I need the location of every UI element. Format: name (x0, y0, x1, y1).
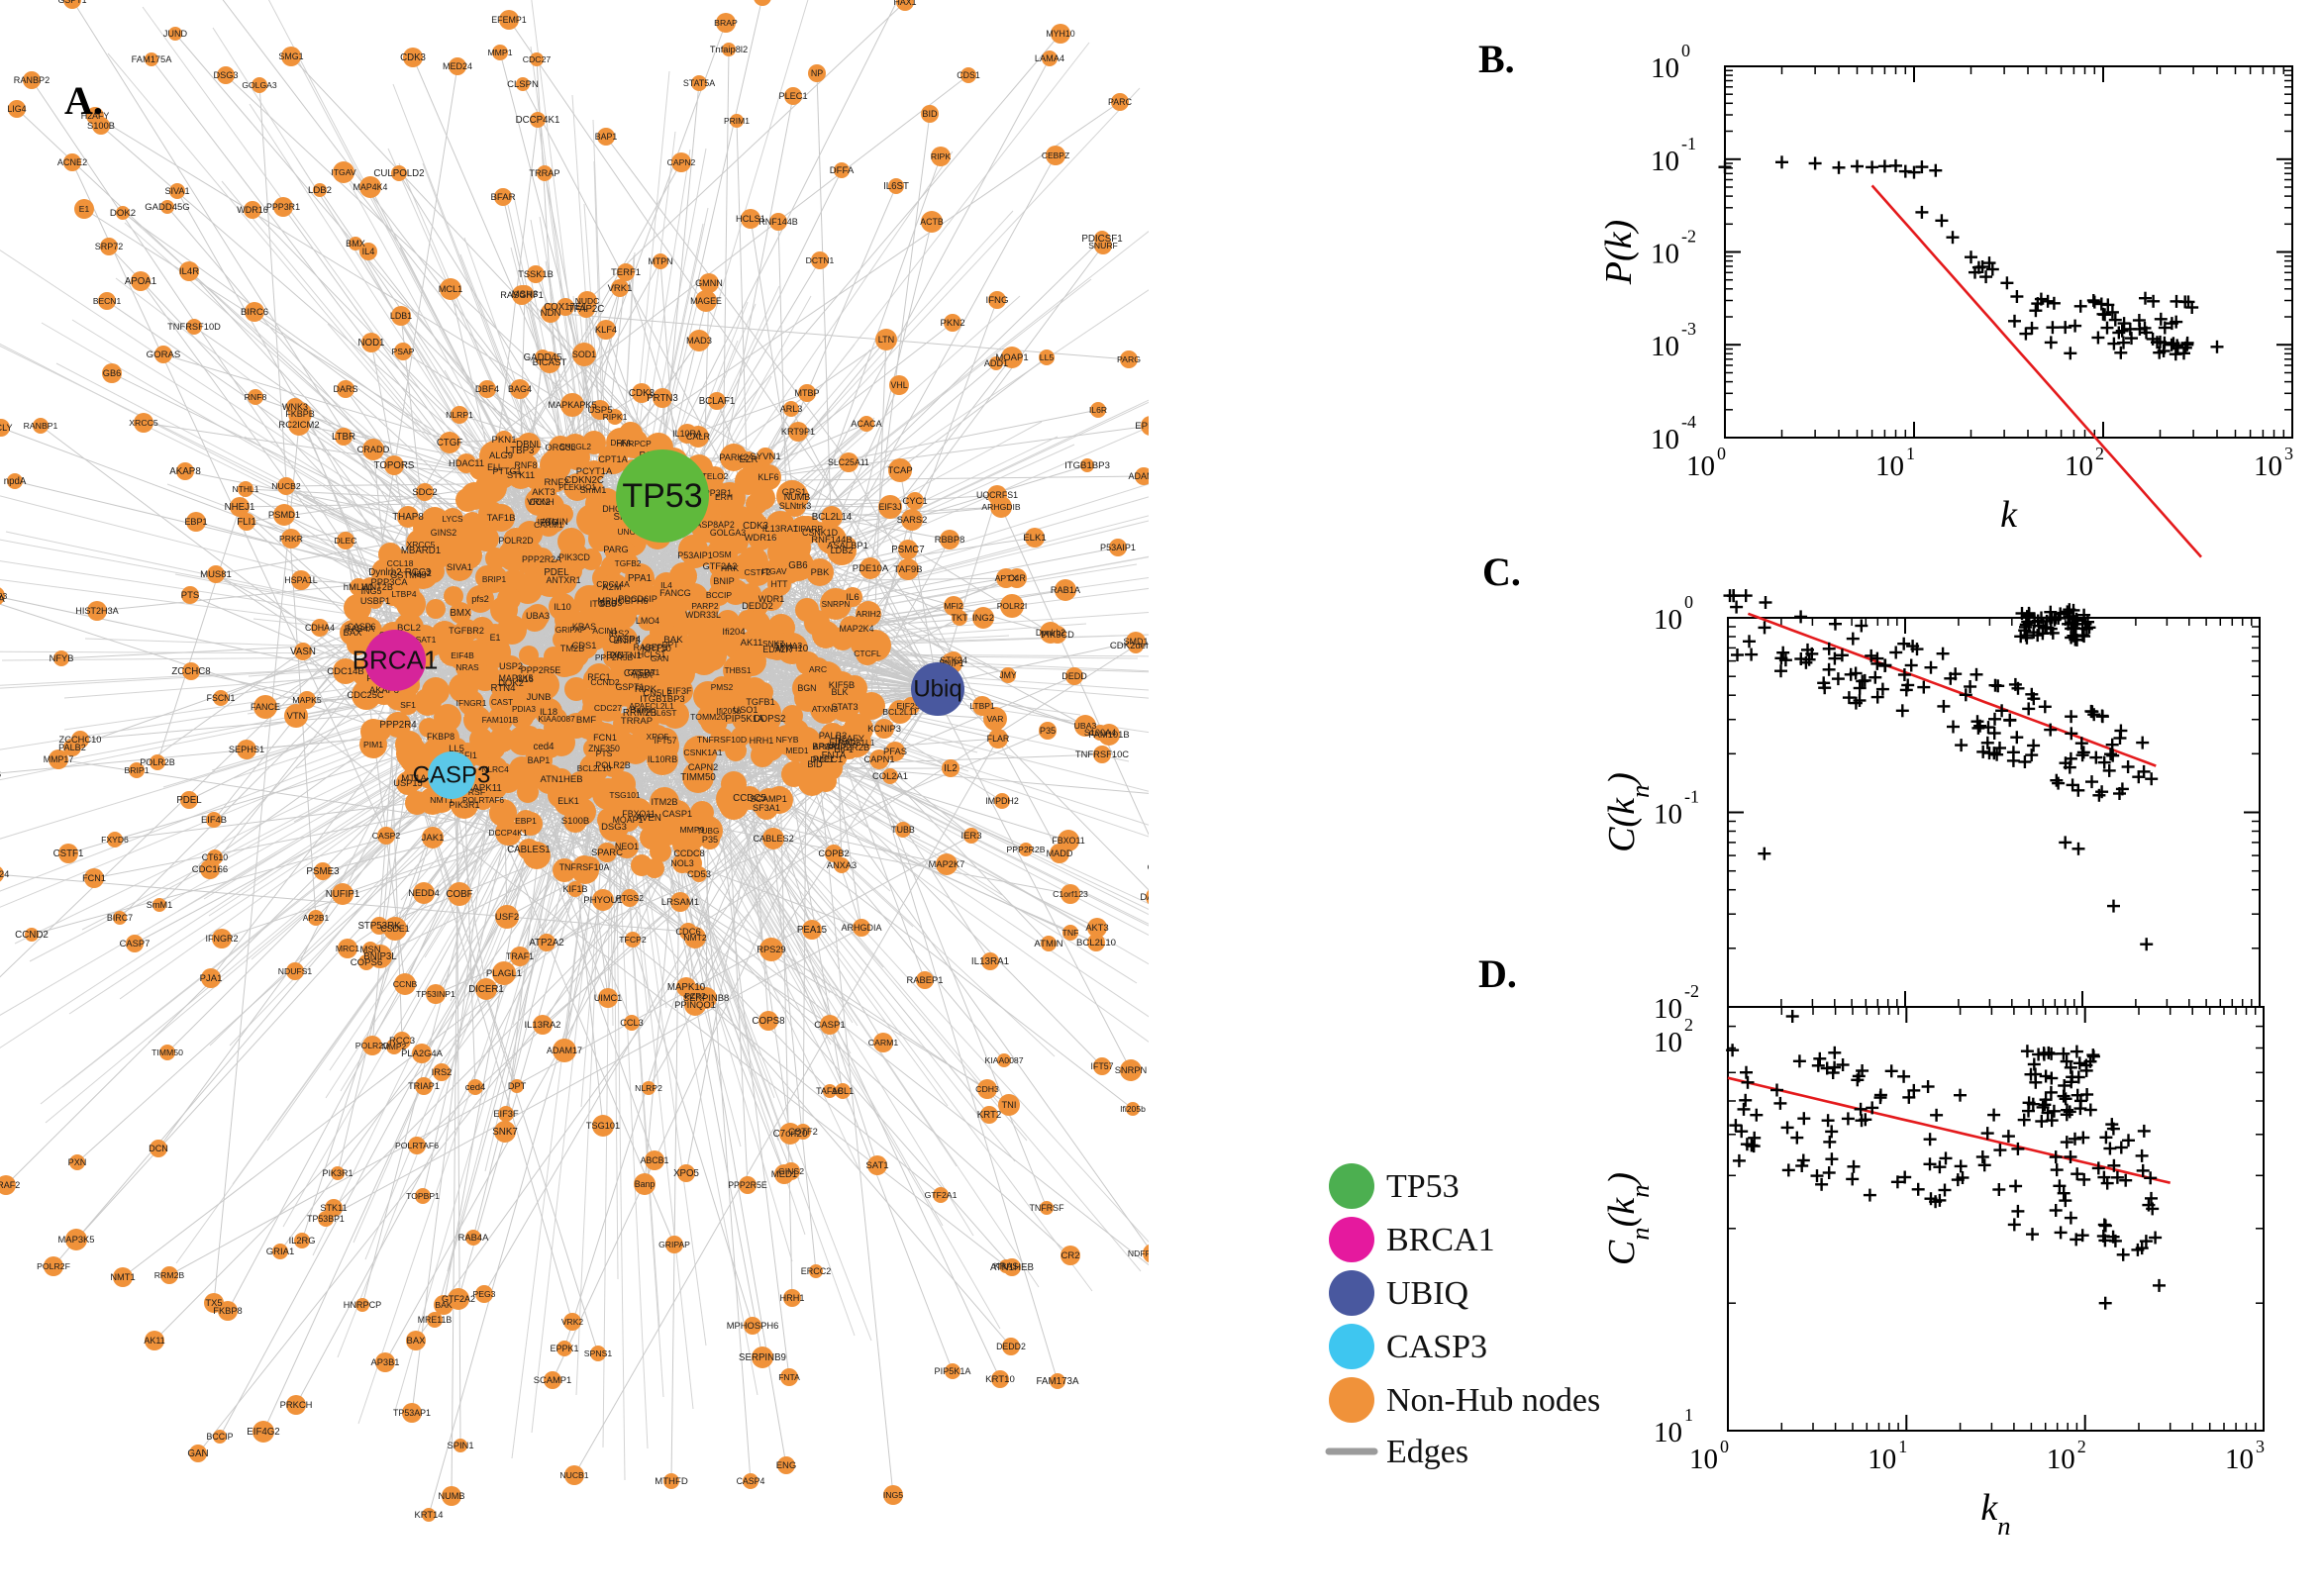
svg-text:k: k (2000, 494, 2018, 536)
svg-text:10: 10 (2254, 450, 2282, 482)
svg-text:10: 10 (2065, 450, 2093, 482)
svg-text:10: 10 (1654, 799, 1682, 831)
svg-text:-2: -2 (1681, 227, 1696, 247)
svg-text:P(k): P(k) (1598, 220, 1640, 285)
svg-text:0: 0 (1681, 41, 1690, 60)
svg-text:10: 10 (1651, 146, 1679, 177)
svg-text:10: 10 (1686, 450, 1715, 482)
svg-text:10: 10 (1651, 52, 1679, 84)
svg-text:10: 10 (1651, 239, 1679, 270)
svg-text:-3: -3 (1681, 319, 1696, 339)
svg-text:-4: -4 (1681, 412, 1696, 432)
svg-text:-1: -1 (1684, 787, 1699, 807)
svg-text:10: 10 (1875, 450, 1904, 482)
svg-text:10: 10 (1651, 331, 1679, 362)
svg-text:-2: -2 (1684, 981, 1699, 1001)
svg-text:10: 10 (1654, 604, 1682, 636)
svg-text:-1: -1 (1681, 134, 1696, 153)
svg-text:10: 10 (1651, 424, 1679, 455)
svg-text:1: 1 (1906, 444, 1915, 463)
svg-text:10: 10 (1654, 993, 1682, 1025)
svg-text:3: 3 (2284, 444, 2293, 463)
svg-text:0: 0 (1684, 592, 1693, 612)
svg-text:0: 0 (1717, 444, 1726, 463)
